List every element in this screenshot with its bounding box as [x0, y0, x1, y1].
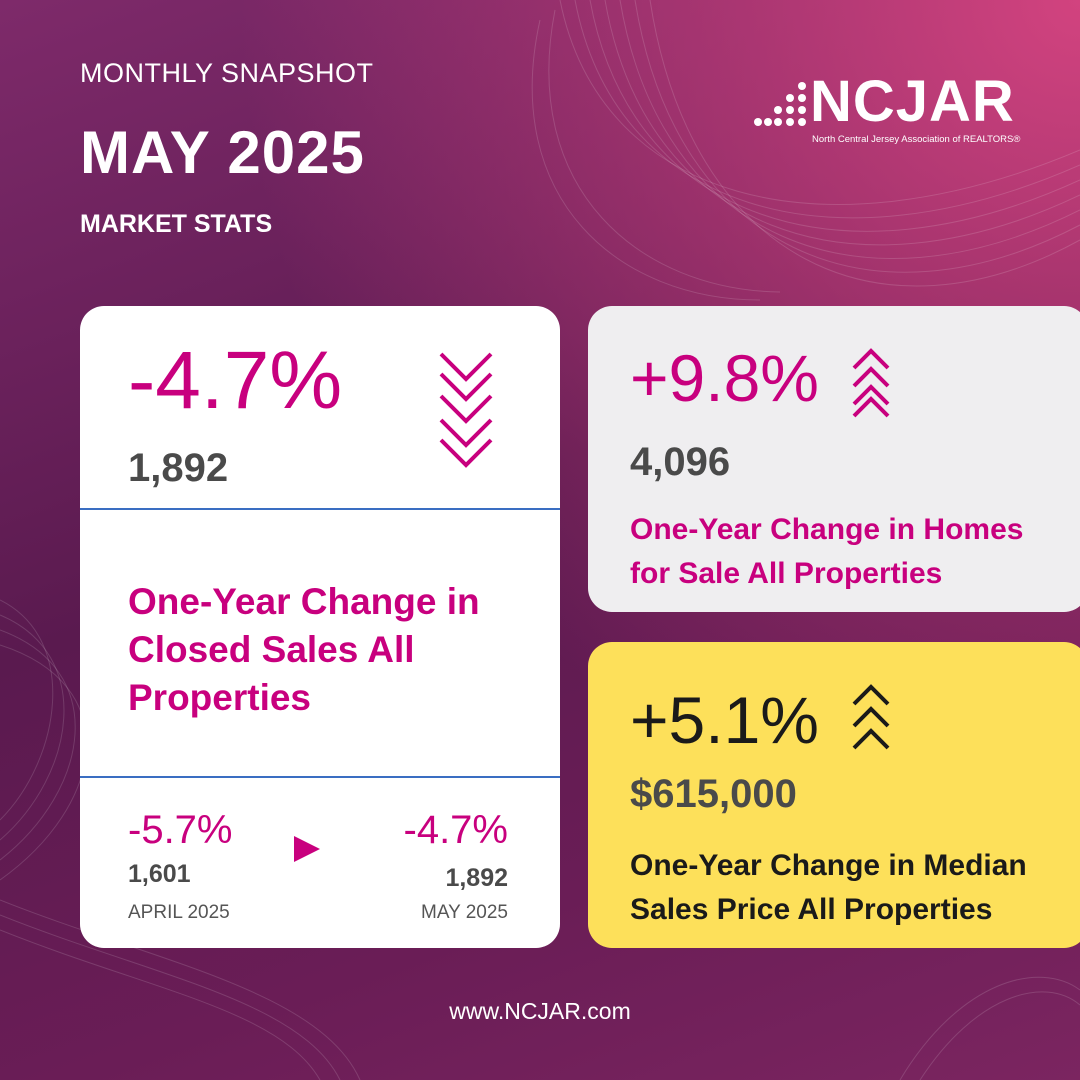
chevron-double-down-icon: [439, 352, 493, 468]
chevron-triple-up-icon: [852, 348, 890, 418]
median-price-value: $615,000: [630, 772, 797, 816]
footer-link[interactable]: www.NCJAR.com: [449, 998, 631, 1024]
logo-wordmark: NCJAR: [810, 69, 1015, 134]
header-subtitle: MARKET STATS: [80, 210, 273, 238]
median-price-card: +5.1% $615,000 One-Year Change in Median…: [588, 642, 1080, 948]
description-line: One-Year Change in Median: [630, 849, 1027, 882]
closed-sales-card: -4.7% 1,892 One-Year Change in Closed Sa…: [80, 306, 560, 948]
divider-top: [80, 508, 560, 510]
homes-for-sale-description: One-Year Change in Homes for Sale All Pr…: [630, 508, 1023, 596]
homes-for-sale-change: +9.8%: [630, 341, 819, 415]
description-line: Closed Sales All: [128, 629, 415, 670]
closed-sales-description: One-Year Change in Closed Sales All Prop…: [128, 578, 480, 722]
description-line: Sales Price All Properties: [630, 893, 993, 926]
previous-month-label: APRIL 2025: [128, 902, 230, 923]
chevron-triple-up-icon: [852, 684, 890, 750]
description-line: Properties: [128, 677, 312, 718]
median-price-change: +5.1%: [630, 683, 819, 757]
logo-dots-icon: [754, 82, 806, 126]
previous-month-count: 1,601: [128, 860, 191, 888]
closed-sales-change: -4.7%: [128, 335, 343, 426]
closed-sales-count: 1,892: [128, 446, 229, 490]
current-month-label: MAY 2025: [421, 902, 508, 923]
homes-for-sale-count: 4,096: [630, 440, 731, 484]
homes-for-sale-card: +9.8% 4,096 One-Year Change in Homes for…: [588, 306, 1080, 612]
logo-tagline: North Central Jersey Association of REAL…: [812, 134, 1021, 145]
ncjar-logo: NCJAR North Central Jersey Association o…: [752, 69, 1052, 154]
header-kicker: MONTHLY SNAPSHOT: [80, 58, 374, 88]
median-price-description: One-Year Change in Median Sales Price Al…: [630, 844, 1027, 932]
play-arrow-icon: [294, 836, 320, 862]
description-line: One-Year Change in: [128, 581, 480, 622]
page-title: MAY 2025: [80, 119, 365, 186]
current-month-change: -4.7%: [403, 808, 509, 852]
divider-bottom: [80, 776, 560, 778]
description-line: One-Year Change in Homes: [630, 513, 1024, 546]
description-line: for Sale All Properties: [630, 557, 943, 590]
current-month-count: 1,892: [445, 864, 508, 892]
previous-month-change: -5.7%: [128, 808, 233, 852]
